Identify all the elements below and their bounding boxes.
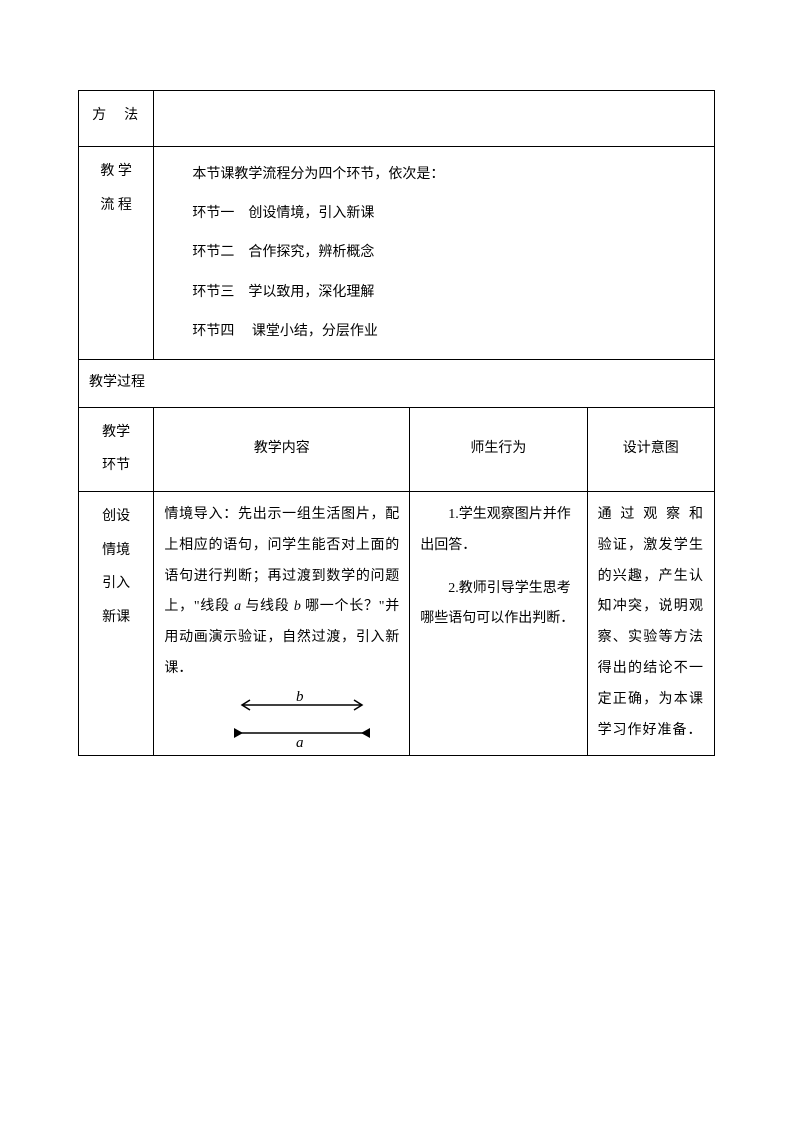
method-row: 方 法 — [79, 91, 715, 147]
flow-step-1: 环节一 创设情境，引入新课 — [164, 194, 704, 233]
flow-label-line2: 流 程 — [89, 189, 143, 223]
process-header: 教学过程 — [79, 359, 715, 407]
behavior-p2: 2.教师引导学生思考哪些语句可以作出判断． — [420, 574, 576, 636]
body-row: 创设 情境 引入 新课 情境导入：先出示一组生活图片，配上相应的语句，问学生能否… — [79, 491, 715, 755]
var-b: b — [294, 599, 301, 614]
process-header-row: 教学过程 — [79, 359, 715, 407]
content-text-mid1: 与线段 — [241, 599, 294, 614]
method-label: 方 法 — [79, 91, 154, 147]
stage-header-l1: 教学 — [89, 416, 143, 450]
behavior-cell: 1.学生观察图片并作出回答． 2.教师引导学生思考哪些语句可以作出判断． — [410, 491, 587, 755]
sub-header-row: 教学 环节 教学内容 师生行为 设计意图 — [79, 407, 715, 491]
flow-row: 教 学 流 程 本节课教学流程分为四个环节，依次是： 环节一 创设情境，引入新课… — [79, 147, 715, 360]
flow-step-2: 环节二 合作探究，辨析概念 — [164, 233, 704, 272]
stage-header-l2: 环节 — [89, 449, 143, 483]
content-cell: 情境导入：先出示一组生活图片，配上相应的语句，问学生能否对上面的语句进行判断；再… — [154, 491, 410, 755]
col-header-stage: 教学 环节 — [79, 407, 154, 491]
stage-l3: 引入 — [89, 567, 143, 601]
flow-label: 教 学 流 程 — [79, 147, 154, 360]
stage-l1: 创设 — [89, 500, 143, 534]
segment-svg: ba — [224, 691, 374, 747]
stage-l2: 情境 — [89, 534, 143, 568]
flow-content: 本节课教学流程分为四个环节，依次是： 环节一 创设情境，引入新课 环节二 合作探… — [154, 147, 715, 360]
svg-text:a: a — [296, 735, 304, 747]
svg-text:b: b — [296, 691, 304, 705]
lesson-plan-table: 方 法 教 学 流 程 本节课教学流程分为四个环节，依次是： 环节一 创设情境，… — [78, 90, 715, 756]
stage-l4: 新课 — [89, 601, 143, 635]
col-header-content: 教学内容 — [154, 407, 410, 491]
flow-intro: 本节课教学流程分为四个环节，依次是： — [164, 155, 704, 194]
segment-diagram: ba — [224, 691, 399, 747]
flow-step-3: 环节三 学以致用，深化理解 — [164, 273, 704, 312]
method-content — [154, 91, 715, 147]
var-a: a — [234, 599, 241, 614]
col-header-behavior: 师生行为 — [410, 407, 587, 491]
intent-cell: 通 过 观 察 和 验证，激发学生的兴趣，产生认知冲突，说明观察、实验等方法得出… — [587, 491, 714, 755]
flow-label-line1: 教 学 — [89, 155, 143, 189]
col-header-intent: 设计意图 — [587, 407, 714, 491]
flow-step-4: 环节四 课堂小结，分层作业 — [164, 312, 704, 351]
stage-cell: 创设 情境 引入 新课 — [79, 491, 154, 755]
behavior-p1: 1.学生观察图片并作出回答． — [420, 500, 576, 562]
